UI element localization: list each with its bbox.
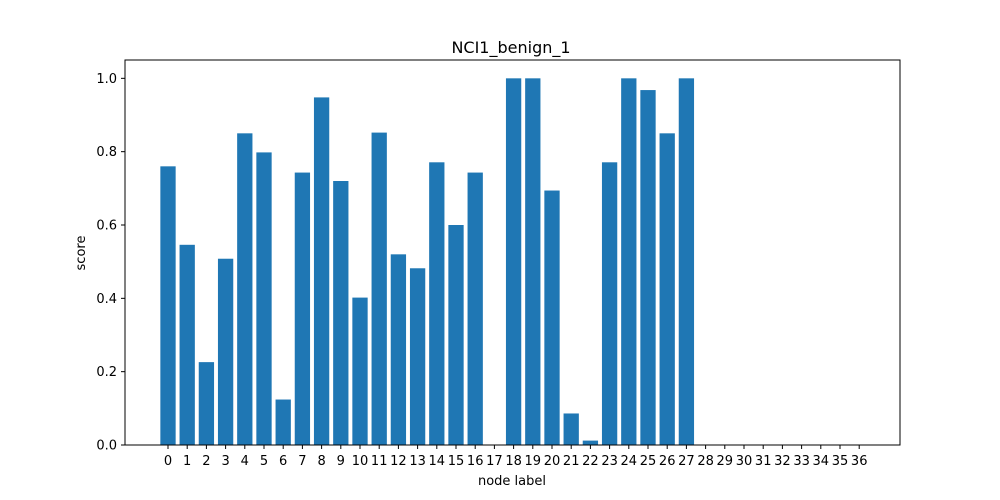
bar-9 [333,181,349,445]
x-tick-label: 1 [183,454,191,469]
bar-15 [448,225,464,445]
bar-22 [582,440,599,445]
x-tick-label: 10 [352,454,369,469]
x-tick-label: 34 [813,454,830,469]
bar-5 [256,152,272,445]
x-tick-label: 20 [544,454,561,469]
bar-4 [237,133,253,445]
x-tick-label: 23 [601,454,618,469]
bar-27 [678,78,695,445]
x-tick-label: 22 [582,454,599,469]
x-tick-label: 32 [774,454,791,469]
plot-frame [124,59,901,446]
bar-6 [275,399,291,445]
y-tick-label: 0.4 [96,292,117,307]
x-tick-label: 7 [298,454,306,469]
x-tick-label: 3 [221,454,229,469]
bar-16 [467,172,483,445]
x-tick-label: 31 [755,454,772,469]
bar-23 [601,162,618,446]
bar-1 [179,244,195,445]
bar-0 [160,166,176,445]
x-tick-label: 19 [525,454,542,469]
x-tick-label: 33 [793,454,810,469]
x-tick-label: 6 [279,454,287,469]
x-tick-label: 13 [409,454,426,469]
x-axis: 0 1 2 3 4 5 6 7 8 9 10 11 12 13 14 15 16 17 18 19 20 21 22 23 24… [164,445,868,469]
bar-14 [429,162,445,446]
chart-title: NCI1_benign_1 [451,38,570,58]
y-tick-label: 1.0 [96,72,117,87]
x-tick-label: 36 [851,454,868,469]
bar-19 [525,78,541,445]
x-tick-label: 8 [317,454,325,469]
x-tick-label: 30 [736,454,753,469]
x-tick-label: 25 [640,454,657,469]
bar-11 [371,132,387,445]
x-tick-label: 0 [164,454,172,469]
bar-18 [505,78,522,445]
bar-8 [313,97,330,446]
x-tick-label: 9 [337,454,345,469]
x-tick-label: 35 [832,454,849,469]
x-tick-label: 26 [659,454,676,469]
x-tick-label: 21 [563,454,580,469]
x-tick-label: 4 [241,454,249,469]
x-tick-label: 27 [678,454,695,469]
y-axis-label: score [74,236,89,271]
bars-group [160,78,695,446]
x-tick-label: 16 [467,454,484,469]
x-tick-label: 2 [202,454,210,469]
bar-21 [563,413,579,445]
y-tick-label: 0.0 [96,439,117,454]
bar-10 [352,297,368,445]
bar-26 [659,133,675,445]
y-tick-label: 0.6 [96,219,117,234]
x-tick-label: 14 [429,454,446,469]
y-tick-label: 0.8 [96,145,117,160]
x-tick-label: 18 [505,454,522,469]
x-tick-label: 15 [448,454,465,469]
bar-13 [409,268,426,445]
bar-3 [217,258,234,445]
bar-25 [640,90,656,445]
bar-20 [544,190,560,445]
bar-7 [294,172,311,445]
y-axis: 0.0 0.2 0.4 0.6 0.8 1.0 [96,72,125,454]
x-axis-label: node label [478,474,546,489]
bar-12 [390,254,407,445]
bar-24 [621,78,637,445]
bar-2 [198,362,215,445]
x-tick-label: 28 [697,454,714,469]
y-tick-label: 0.2 [96,365,117,380]
x-tick-label: 29 [717,454,734,469]
x-tick-label: 24 [621,454,638,469]
x-tick-label: 17 [486,454,503,469]
x-tick-label: 5 [260,454,268,469]
x-tick-label: 11 [371,454,388,469]
x-tick-label: 12 [390,454,407,469]
